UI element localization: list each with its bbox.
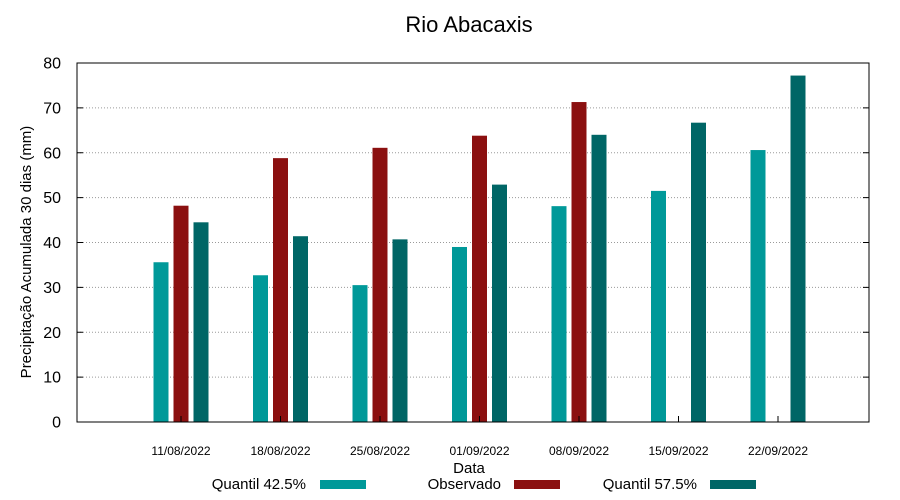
legend-label: Quantil 57.5% <box>603 476 697 493</box>
x-ticks: 11/08/2022 18/08/2022 25/08/2022 01/09/2022… <box>151 416 808 458</box>
legend-label: Observado <box>428 476 501 493</box>
x-tick-label: 18/08/2022 <box>250 444 310 458</box>
y-tick-label: 20 <box>43 325 61 342</box>
legend-label: Quantil 42.5% <box>212 476 306 493</box>
chart-title: Rio Abacaxis <box>405 12 532 37</box>
x-tick-label: 01/09/2022 <box>449 444 509 458</box>
bar-quantil-42-5--6 <box>750 150 766 422</box>
bar-quantil-57-5--6 <box>790 75 806 422</box>
bar-quantil-57-5--2 <box>392 239 408 422</box>
x-tick-label: 25/08/2022 <box>350 444 410 458</box>
bar-quantil-42-5--4 <box>551 206 567 422</box>
y-tick-label: 50 <box>43 190 61 207</box>
bar-quantil-42-5--0 <box>153 262 169 422</box>
bar-quantil-57-5--0 <box>193 222 209 422</box>
bar-observado-0 <box>173 205 189 422</box>
bar-observado-2 <box>372 147 388 422</box>
y-tick-label: 80 <box>43 56 61 73</box>
bar-observado-1 <box>273 158 288 422</box>
y-tick-label: 40 <box>43 235 61 252</box>
y-ticks: 0 10 20 30 40 50 60 70 80 <box>43 56 869 432</box>
bar-quantil-42-5--2 <box>352 285 368 422</box>
y-tick-label: 30 <box>43 280 61 297</box>
x-tick-label: 11/08/2022 <box>151 444 210 458</box>
bar-quantil-57-5--4 <box>591 134 607 423</box>
bars <box>153 75 806 423</box>
bar-quantil-57-5--3 <box>492 184 507 422</box>
legend: Quantil 42.5% Observado Quantil 57.5% <box>212 476 756 493</box>
legend-swatch <box>710 480 756 489</box>
bar-observado-4 <box>571 102 587 422</box>
y-axis-label: Precipitação Acumulada 30 dias (mm) <box>18 126 35 379</box>
bar-quantil-42-5--3 <box>452 246 467 422</box>
y-tick-label: 70 <box>43 100 61 117</box>
y-tick-label: 60 <box>43 145 61 162</box>
y-tick-label: 10 <box>43 370 61 387</box>
bar-quantil-57-5--5 <box>691 122 706 422</box>
x-tick-label: 15/09/2022 <box>648 444 708 458</box>
bar-observado-3 <box>472 135 487 422</box>
bar-quantil-57-5--1 <box>293 236 308 422</box>
legend-swatch <box>514 480 560 489</box>
bar-quantil-42-5--1 <box>253 275 268 422</box>
legend-swatch <box>320 480 366 489</box>
x-tick-label: 22/09/2022 <box>748 444 808 458</box>
x-tick-label: 08/09/2022 <box>549 444 609 458</box>
x-axis-label: Data <box>453 460 485 477</box>
y-tick-label: 0 <box>52 415 61 432</box>
bar-quantil-42-5--5 <box>651 190 666 422</box>
